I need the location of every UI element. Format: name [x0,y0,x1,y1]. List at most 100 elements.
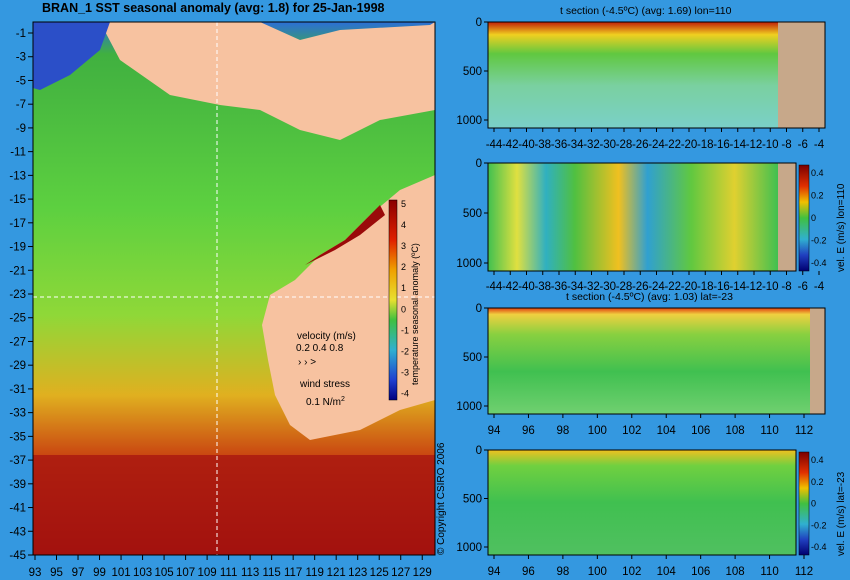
x-tick-label: -36 [551,139,568,151]
section4-x-axis: 94 96 98 100 102 104 106 108 110 112 [488,555,813,578]
y-tick-label: -33 [9,408,26,420]
section-lon-velocity [487,162,810,272]
colorbar-tick-label: 0.4 [811,455,824,465]
colorbar-tick-label: 2 [401,262,406,272]
x-tick-label: -44 [486,139,503,151]
y-tick-label: 1000 [456,542,482,554]
section1-y-axis: 0 500 1000 [456,17,488,127]
x-tick-label: -26 [632,139,649,151]
x-tick-label: 110 [760,566,778,578]
y-tick-label: -17 [9,218,26,230]
colorbar-tick-label: 4 [401,220,406,230]
velocity-arrows: › › > [298,357,316,368]
x-tick-label: 100 [588,566,607,578]
section3-x-axis: 94 96 98 100 102 104 106 108 110 112 [488,414,813,437]
y-tick-label: 1000 [456,258,482,270]
x-tick-label: -4 [814,139,825,151]
y-tick-label: -23 [9,289,26,301]
y-tick-label: -37 [9,455,26,467]
x-tick-label: -34 [567,281,584,293]
temp-colorbar-label: temperature seasonal anomaly (ºC) [410,243,420,385]
x-tick-label: 129 [413,567,432,579]
colorbar-tick-label: 1 [401,283,406,293]
y-tick-label: -41 [9,503,26,515]
x-tick-label: -20 [681,139,698,151]
colorbar-tick-label: 0.2 [811,477,824,487]
x-tick-label: -30 [599,139,616,151]
x-tick-label: -10 [762,281,779,293]
x-tick-label: 99 [93,567,106,579]
x-tick-label: 108 [726,425,745,437]
x-tick-label: -44 [486,281,503,293]
x-tick-label: -22 [664,281,681,293]
x-tick-label: -12 [746,281,763,293]
y-tick-label: -13 [9,170,26,182]
y-tick-label: -9 [16,123,26,135]
lon-section-title: t section (-4.5ºC) (avg: 1.69) lon=110 [560,5,732,17]
y-tick-label: -21 [9,265,26,277]
x-tick-label: -6 [798,139,808,151]
x-tick-label: 93 [29,567,42,579]
vel-colorbar-2 [798,451,810,556]
x-tick-label: -8 [781,281,791,293]
y-tick-label: 1000 [456,115,482,127]
vel-colorbar-1-ticks: 0.4 0.2 0 -0.2 -0.4 [811,168,827,268]
x-tick-label: -18 [697,281,714,293]
x-tick-label: 112 [795,425,813,437]
x-tick-label: 125 [370,567,389,579]
copyright-notice: © Copyright CSIRO 2006 [436,442,447,555]
y-tick-label: 0 [476,445,482,457]
sst-map [32,21,436,556]
nw-shelf-red [305,205,385,265]
temp-colorbar-ticks: 5 4 3 2 1 0 -1 -2 -3 -4 [401,199,409,398]
x-tick-label: -16 [713,281,730,293]
x-tick-label: 104 [657,425,677,437]
y-tick-label: 500 [463,494,482,506]
velocity-label: velocity (m/s) [297,331,356,342]
x-tick-label: 113 [241,567,259,579]
y-tick-label: 500 [463,352,482,364]
x-tick-label: -42 [502,139,519,151]
x-tick-label: 102 [622,425,641,437]
colorbar-tick-label: -4 [401,388,409,398]
colorbar-tick-label: 0.2 [811,191,824,201]
x-tick-label: 109 [198,567,217,579]
y-tick-label: -31 [9,384,26,396]
y-tick-label: 500 [463,208,482,220]
y-tick-label: 500 [463,66,482,78]
x-tick-label: -36 [551,281,568,293]
x-tick-label: 123 [348,567,367,579]
x-tick-label: -14 [729,281,746,293]
map-y-axis: -1 -3 -5 -7 -9 -11 -13 -15 -17 -19 -21 -23 -25 -27 -29… [9,28,33,562]
x-tick-label: -12 [746,139,763,151]
colorbar-tick-label: -1 [401,325,409,335]
x-tick-label: 107 [176,567,195,579]
wind-value: 0.1 N/m2 [306,396,345,408]
colorbar-tick-label: 0 [811,213,816,223]
velocity-scale: 0.2 0.4 0.8 [296,343,344,354]
y-tick-label: -11 [10,147,26,159]
colorbar-tick-label: -0.4 [811,542,827,552]
section-lat-temp [487,307,826,415]
colorbar-tick-label: -2 [401,346,409,356]
indonesia-land [100,22,435,140]
y-tick-label: 0 [476,17,482,29]
x-tick-label: -24 [648,281,665,293]
x-tick-label: -24 [648,139,665,151]
lat-section-title: t section (-4.5ºC) (avg: 1.03) lat=-23 [566,291,733,303]
x-tick-label: -18 [697,139,714,151]
section3-y-axis: 0 500 1000 [456,303,488,413]
x-tick-label: 96 [522,566,535,578]
x-tick-label: -20 [681,281,698,293]
colorbar-tick-label: 0.4 [811,168,824,178]
x-tick-label: -32 [583,139,600,151]
x-tick-label: -32 [583,281,600,293]
x-tick-label: 106 [691,566,710,578]
y-tick-label: -7 [16,99,26,111]
x-tick-label: 95 [50,567,63,579]
x-tick-label: -14 [729,139,746,151]
y-tick-label: 0 [476,158,482,170]
y-tick-label: -43 [9,526,26,538]
section2-y-axis: 0 500 1000 [456,158,488,270]
